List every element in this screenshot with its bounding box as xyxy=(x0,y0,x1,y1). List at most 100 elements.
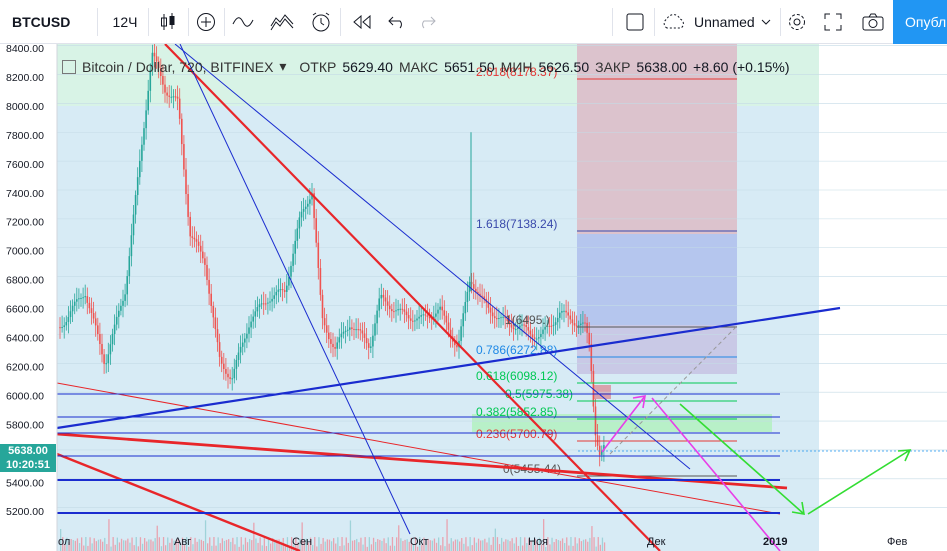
volume-bar xyxy=(362,544,364,551)
volume-bar xyxy=(442,537,444,551)
candle-body xyxy=(107,354,110,364)
symbol-search[interactable]: BTCUSD xyxy=(12,14,71,30)
volume-bar xyxy=(364,537,366,551)
volume-bar xyxy=(228,539,230,551)
candle-body xyxy=(94,318,97,326)
candle-body xyxy=(260,303,263,305)
volume-bar xyxy=(452,541,454,551)
candle-body xyxy=(527,327,530,331)
price-chart[interactable]: 2.618(8178.37)1.618(7138.24)1(6495.)0.78… xyxy=(0,44,947,551)
volume-bar xyxy=(312,544,314,551)
volume-bar xyxy=(179,542,181,551)
price-axis-label: 7400.00 xyxy=(6,188,44,200)
legend-toggle-icon[interactable] xyxy=(62,59,76,74)
candle-body xyxy=(298,217,301,229)
candle-body xyxy=(334,347,336,349)
candle-body xyxy=(445,315,448,323)
range-zone xyxy=(577,325,737,374)
candles-chart-type-icon[interactable] xyxy=(150,0,186,44)
chart-area[interactable]: 2.618(8178.37) 1.618(7138.24) 1(6495.) 0.78… xyxy=(0,44,947,551)
candle-body xyxy=(69,311,72,318)
volume-bar xyxy=(299,538,301,551)
screenshot-camera-icon[interactable] xyxy=(856,0,890,44)
candle-body xyxy=(420,315,422,317)
volume-bar xyxy=(265,546,268,551)
candle-body xyxy=(252,316,254,322)
price-axis-label: 7800.00 xyxy=(6,130,44,142)
candle-body xyxy=(380,294,383,299)
candle-body xyxy=(120,305,122,311)
volume-bar xyxy=(337,537,339,551)
volume-bar xyxy=(246,542,249,551)
candle-body xyxy=(370,346,372,348)
candle-body xyxy=(265,303,267,305)
volume-bar xyxy=(511,538,513,551)
volume-bar xyxy=(417,546,419,551)
candle-body xyxy=(235,359,238,369)
candle-body xyxy=(546,325,548,327)
layout-name-menu[interactable]: Unnamed xyxy=(660,0,780,44)
replay-icon[interactable] xyxy=(344,0,380,44)
interval-selector[interactable]: 12Ч xyxy=(112,14,138,30)
volume-bar xyxy=(301,522,303,551)
candle-body xyxy=(489,307,492,313)
candle-body xyxy=(336,342,338,349)
volume-bar xyxy=(530,540,532,551)
volume-bar xyxy=(249,538,251,551)
price-axis-label: 7200.00 xyxy=(6,217,44,229)
templates-icon[interactable] xyxy=(264,0,300,44)
candle-body xyxy=(330,339,332,344)
volume-bar xyxy=(587,541,589,551)
volume-bar xyxy=(425,542,427,551)
settings-gear-icon[interactable] xyxy=(782,0,812,44)
candle-body xyxy=(393,311,395,313)
legend-title: Bitcoin / Dollar, 720, BITFINEX xyxy=(82,58,274,75)
undo-icon[interactable] xyxy=(382,0,412,44)
candle-body xyxy=(443,310,446,316)
chart-legend: Bitcoin / Dollar, 720, BITFINEX ▾ ОТКР 56… xyxy=(62,58,790,75)
candle-body xyxy=(531,334,534,338)
legend-dropdown-icon[interactable]: ▾ xyxy=(279,58,287,74)
volume-bar xyxy=(171,538,173,551)
change-value: +8.60 (+0.15%) xyxy=(693,58,790,75)
volume-bar xyxy=(255,538,257,551)
fullscreen-checkbox-icon[interactable] xyxy=(620,0,650,44)
fullscreen-icon[interactable] xyxy=(818,0,848,44)
volume-bar xyxy=(60,529,62,551)
candle-body xyxy=(475,288,477,292)
volume-bar xyxy=(125,540,127,551)
volume-bar xyxy=(99,539,102,551)
candle-body xyxy=(216,329,219,343)
volume-bar xyxy=(402,541,404,551)
volume-bar xyxy=(114,544,116,551)
candle-body xyxy=(109,344,112,355)
add-indicator-icon[interactable] xyxy=(190,0,222,44)
candle-body xyxy=(349,327,351,330)
candle-body xyxy=(288,276,290,286)
volume-bar xyxy=(116,537,118,551)
volume-bar xyxy=(566,537,568,551)
candle-body xyxy=(391,309,393,312)
candle-body xyxy=(63,325,65,328)
candle-body xyxy=(59,327,61,329)
candle-body xyxy=(426,315,429,317)
volume-bar xyxy=(202,541,205,551)
candle-body xyxy=(409,318,412,321)
alert-clock-icon[interactable] xyxy=(304,0,338,44)
publish-button[interactable]: Опубл xyxy=(893,0,947,44)
candle-body xyxy=(449,329,452,337)
candle-body xyxy=(363,333,366,338)
redo-icon[interactable] xyxy=(412,0,442,44)
volume-bar xyxy=(421,544,423,551)
volume-bar xyxy=(515,537,517,551)
volume-bar xyxy=(133,545,135,551)
volume-bar xyxy=(144,538,146,551)
low-label: МИН xyxy=(500,58,533,75)
volume-bar xyxy=(328,539,331,551)
candle-body xyxy=(386,301,389,306)
volume-bar xyxy=(572,545,574,551)
indicators-icon[interactable] xyxy=(226,0,260,44)
volume-bar xyxy=(162,537,165,551)
volume-bar xyxy=(89,537,91,551)
candle-body xyxy=(292,253,294,266)
